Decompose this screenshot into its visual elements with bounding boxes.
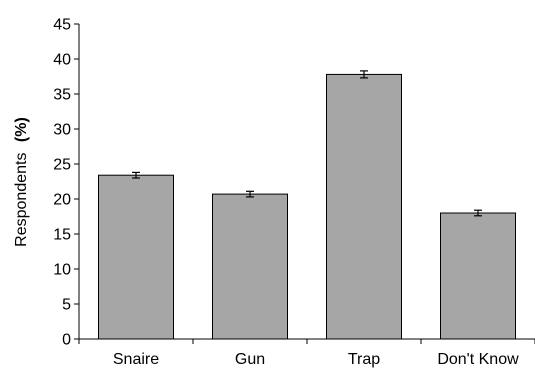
y-axis-title-text: Respondents — [13, 153, 30, 247]
bar — [98, 174, 174, 340]
x-tick-label: Don't Know — [437, 351, 519, 368]
y-tick-label: 0 — [62, 332, 71, 349]
bar — [326, 73, 402, 340]
bar — [440, 212, 516, 340]
bar — [212, 193, 288, 340]
y-axis-title: Respondents (%) — [13, 117, 30, 247]
y-tick-label: 40 — [53, 52, 71, 69]
y-tick-label: 5 — [62, 297, 71, 314]
y-tick-label: 15 — [53, 227, 71, 244]
plot-area: 0 5 10 15 20 25 30 35 40 45 Snaire Gun Trap Don't Kno… — [53, 17, 535, 368]
y-tick-label: 25 — [53, 157, 71, 174]
y-tick-label: 30 — [53, 122, 71, 139]
y-axis-title-unit: (%) — [13, 117, 30, 142]
x-tick-label: Trap — [348, 351, 380, 368]
y-tick-label: 10 — [53, 262, 71, 279]
x-tick-label: Snaire — [113, 351, 159, 368]
x-tick-label: Gun — [235, 351, 265, 368]
y-tick-label: 45 — [53, 17, 71, 34]
y-tick-label: 35 — [53, 87, 71, 104]
y-tick-label: 20 — [53, 192, 71, 209]
